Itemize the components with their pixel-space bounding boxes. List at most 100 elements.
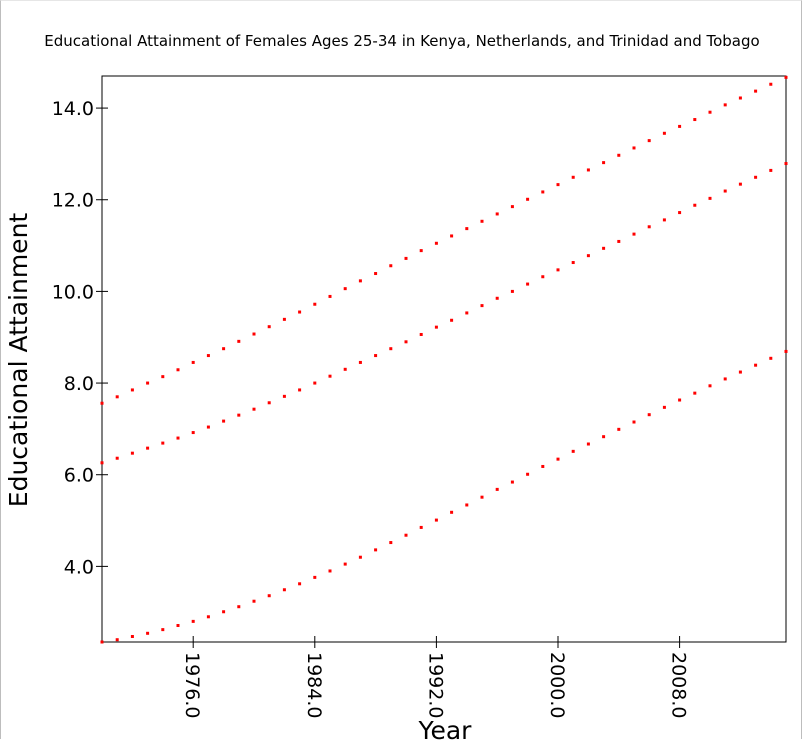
- data-point-series-1: [404, 256, 408, 260]
- data-point-series-3: [374, 548, 378, 552]
- data-point-series-1: [222, 347, 226, 351]
- x-tick-label: 2008.0: [668, 652, 690, 718]
- data-point-series-1: [374, 272, 378, 276]
- data-point-series-1: [510, 205, 514, 209]
- data-point-series-1: [541, 190, 545, 194]
- data-point-series-1: [343, 287, 347, 291]
- data-point-series-2: [480, 304, 484, 308]
- data-point-series-1: [632, 146, 636, 150]
- data-point-series-1: [252, 332, 256, 336]
- data-point-series-2: [450, 318, 454, 322]
- data-point-series-2: [237, 413, 241, 417]
- y-axis-label: Educational Attainment: [4, 213, 33, 508]
- data-point-series-3: [738, 370, 742, 374]
- data-point-series-2: [252, 407, 256, 411]
- data-point-series-3: [556, 457, 560, 461]
- data-point-series-3: [784, 349, 788, 353]
- data-point-series-1: [571, 175, 575, 179]
- data-point-series-3: [115, 638, 119, 642]
- x-axis-label: Year: [418, 716, 473, 741]
- data-point-series-1: [328, 294, 332, 298]
- data-point-series-2: [282, 394, 286, 398]
- y-tick-label: 4.0: [64, 556, 94, 578]
- data-point-series-2: [784, 162, 788, 166]
- data-point-series-1: [586, 168, 590, 172]
- data-point-series-2: [769, 168, 773, 172]
- data-point-series-1: [723, 103, 727, 107]
- data-point-series-2: [754, 175, 758, 179]
- data-point-series-3: [450, 510, 454, 514]
- data-point-series-3: [100, 640, 104, 644]
- data-point-series-3: [693, 391, 697, 395]
- data-point-series-3: [252, 599, 256, 603]
- data-point-series-1: [662, 131, 666, 135]
- data-point-series-1: [678, 124, 682, 128]
- data-point-series-1: [784, 75, 788, 79]
- data-point-series-1: [738, 96, 742, 100]
- data-point-series-3: [526, 472, 530, 476]
- data-point-series-2: [115, 456, 119, 460]
- y-axis: 4.0 6.0 8.0 10.0 12.0 14.0: [52, 98, 108, 578]
- data-point-series-2: [206, 425, 210, 429]
- data-point-series-1: [495, 212, 499, 216]
- data-point-series-2: [678, 211, 682, 215]
- data-point-series-2: [100, 461, 104, 465]
- data-point-series-2: [526, 282, 530, 286]
- data-point-series-1: [100, 401, 104, 405]
- data-point-series-2: [419, 332, 423, 336]
- data-point-series-1: [146, 381, 150, 385]
- data-point-series-2: [222, 419, 226, 423]
- data-point-series-2: [313, 381, 317, 385]
- data-point-series-3: [495, 487, 499, 491]
- data-point-series-3: [662, 405, 666, 409]
- data-point-series-2: [602, 246, 606, 250]
- data-point-series-1: [161, 375, 165, 379]
- data-point-series-3: [176, 624, 180, 628]
- data-point-series-1: [480, 219, 484, 223]
- data-point-series-3: [161, 628, 165, 632]
- data-point-series-3: [298, 582, 302, 586]
- data-point-series-1: [282, 317, 286, 321]
- data-point-series-2: [374, 354, 378, 358]
- data-point-series-2: [541, 275, 545, 279]
- data-point-series-3: [404, 533, 408, 537]
- x-tick-label: 2000.0: [546, 652, 568, 718]
- data-point-series-2: [510, 289, 514, 293]
- data-point-series-3: [419, 525, 423, 529]
- data-point-series-2: [389, 347, 393, 351]
- y-tick-label: 8.0: [64, 373, 94, 395]
- data-point-series-3: [571, 449, 575, 453]
- data-point-series-1: [693, 118, 697, 122]
- data-point-series-3: [723, 377, 727, 381]
- data-point-series-1: [358, 279, 362, 283]
- data-point-series-3: [754, 363, 758, 367]
- x-tick-label: 1992.0: [424, 652, 446, 718]
- data-point-series-2: [465, 311, 469, 315]
- data-point-series-2: [298, 388, 302, 392]
- data-point-series-1: [769, 82, 773, 86]
- data-point-series-1: [450, 234, 454, 238]
- data-point-series-1: [754, 89, 758, 93]
- data-point-series-2: [556, 268, 560, 272]
- data-point-series-2: [267, 401, 271, 405]
- y-tick-label: 14.0: [52, 98, 94, 120]
- y-tick-label: 6.0: [64, 465, 94, 487]
- data-points: [100, 75, 788, 644]
- data-point-series-3: [267, 594, 271, 598]
- data-point-series-1: [298, 310, 302, 314]
- data-point-series-2: [404, 340, 408, 344]
- data-point-series-3: [313, 575, 317, 579]
- data-point-series-2: [495, 296, 499, 300]
- data-point-series-3: [647, 413, 651, 417]
- data-point-series-1: [434, 241, 438, 245]
- data-point-series-3: [632, 420, 636, 424]
- data-point-series-2: [161, 441, 165, 445]
- data-point-series-1: [115, 395, 119, 399]
- data-point-series-2: [723, 189, 727, 193]
- data-point-series-1: [602, 161, 606, 165]
- data-point-series-3: [678, 398, 682, 402]
- data-point-series-1: [191, 360, 195, 364]
- data-point-series-3: [130, 635, 134, 639]
